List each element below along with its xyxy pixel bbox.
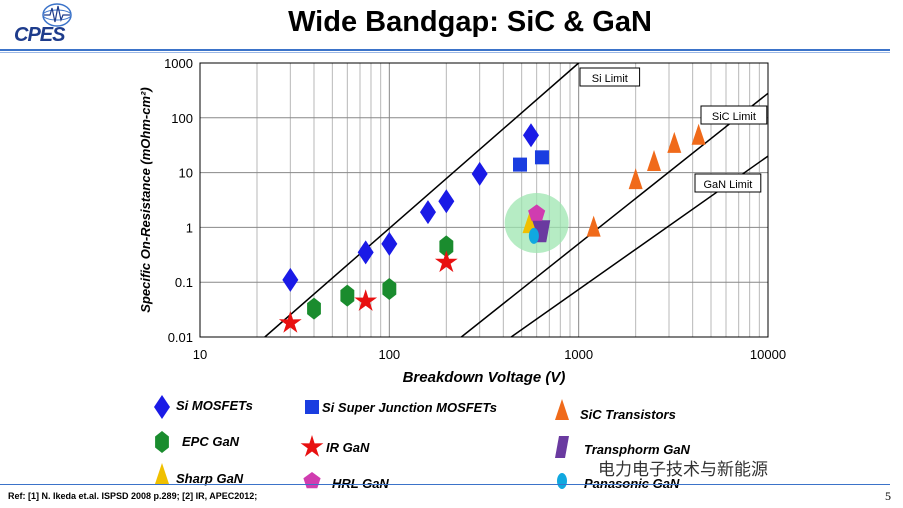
legend-label: Si MOSFETs xyxy=(176,398,253,413)
legend-label: Panasonic GaN xyxy=(584,476,680,491)
legend-label: Si Super Junction MOSFETs xyxy=(322,400,498,415)
series-sic-transistors xyxy=(586,123,706,237)
legend-marker-icon xyxy=(155,463,169,484)
watermark: 电力电子技术与新能源 xyxy=(598,460,768,480)
data-point xyxy=(439,235,454,258)
data-point xyxy=(628,168,643,190)
data-point xyxy=(667,131,682,153)
data-point xyxy=(528,227,539,244)
data-point xyxy=(434,250,458,273)
reference-text: Ref: [1] N. Ikeda et.al. ISPSD 2008 p.28… xyxy=(8,491,258,501)
y-axis-label: Specific On-Resistance (mOhm-cm²) xyxy=(138,87,153,312)
data-point xyxy=(419,200,436,225)
legend-label: Sharp GaN xyxy=(176,471,244,486)
legend-marker-icon xyxy=(555,436,569,458)
data-point xyxy=(534,150,549,165)
footer-rule xyxy=(0,484,890,485)
series-epc-gan xyxy=(307,235,454,320)
legend-marker xyxy=(557,473,567,489)
legend-label: Transphorm GaN xyxy=(584,442,690,457)
legend-marker-icon xyxy=(155,431,169,453)
legend-marker xyxy=(305,400,319,414)
plot-area xyxy=(199,62,769,338)
data-point xyxy=(382,278,397,300)
series-ir-gan xyxy=(278,250,458,333)
y-tick-label: 10 xyxy=(179,166,193,181)
series-sharp-gan xyxy=(522,212,537,234)
series-si-mosfets xyxy=(282,123,539,292)
legend-marker-icon xyxy=(557,473,567,489)
legend-marker xyxy=(300,435,324,457)
limit-label-box xyxy=(700,105,768,125)
legend-marker xyxy=(555,399,569,420)
x-tick-label: 10000 xyxy=(750,347,786,362)
legend-marker xyxy=(155,431,169,453)
data-point xyxy=(647,149,662,171)
data-point xyxy=(513,157,528,172)
y-tick-label: 1 xyxy=(186,220,193,235)
data-point xyxy=(536,220,551,243)
slide-title: Wide Bandgap: SiC & GaN xyxy=(288,6,652,38)
series-hrl-gan xyxy=(528,204,546,221)
cpes-logo-icon xyxy=(42,3,72,27)
y-tick-label: 0.1 xyxy=(175,275,193,290)
x-tick-label: 100 xyxy=(378,347,400,362)
limit-label: Si Limit xyxy=(592,73,628,85)
data-point xyxy=(528,204,546,221)
data-point xyxy=(522,123,539,148)
y-tick-label: 1000 xyxy=(164,56,193,71)
logo-text: CPES xyxy=(14,24,65,46)
legend-marker xyxy=(303,472,321,489)
limit-line-path xyxy=(460,92,769,338)
data-point xyxy=(282,267,299,292)
tick-labels: 10 100 1000 10000 1000 100 10 1 0.1 0.01 xyxy=(164,56,786,362)
limit-line-path xyxy=(264,62,580,338)
legend-marker-icon xyxy=(154,395,170,419)
series-panasonic-gan xyxy=(528,227,539,244)
legend-marker xyxy=(154,395,170,419)
legend-marker-icon xyxy=(305,400,319,414)
x-tick-label: 10 xyxy=(193,347,207,362)
y-tick-label: 100 xyxy=(171,111,193,126)
legend-marker-icon xyxy=(300,435,324,457)
data-point xyxy=(340,284,355,307)
header-rule-thin xyxy=(0,52,890,53)
limit-label: SiC Limit xyxy=(712,111,756,123)
data-points xyxy=(278,123,706,333)
limit-line: SiC Limit xyxy=(460,92,769,338)
data-point xyxy=(357,240,374,265)
page-number: 5 xyxy=(885,489,891,503)
legend-label: HRL GaN xyxy=(332,476,389,491)
grid xyxy=(200,63,768,337)
data-point xyxy=(307,297,321,320)
legend-marker-icon xyxy=(555,399,569,420)
limit-line: Si Limit xyxy=(264,62,641,338)
limit-label: GaN Limit xyxy=(703,179,752,191)
legend-marker xyxy=(155,463,169,484)
limit-lines: Si Limit SiC Limit GaN Limit xyxy=(264,62,769,338)
legend-label: SiC Transistors xyxy=(580,407,676,422)
x-axis-label: Breakdown Voltage (V) xyxy=(403,369,566,386)
legend-marker-icon xyxy=(303,472,321,489)
data-point xyxy=(381,231,398,256)
data-point xyxy=(522,212,537,234)
legend-label: IR GaN xyxy=(326,440,370,455)
limit-label-box xyxy=(579,67,641,87)
legend-label: EPC GaN xyxy=(182,434,240,449)
legend-marker xyxy=(555,436,569,458)
limit-line: GaN Limit xyxy=(510,155,769,338)
data-point xyxy=(354,289,378,311)
data-point xyxy=(471,161,488,186)
data-point xyxy=(586,215,601,237)
data-point xyxy=(278,311,302,333)
data-point xyxy=(438,189,455,214)
x-tick-label: 1000 xyxy=(564,347,593,362)
data-point xyxy=(691,123,706,145)
y-tick-label: 0.01 xyxy=(168,330,193,345)
series-si-super-junction-mosfets xyxy=(513,150,549,172)
header-rule xyxy=(0,49,890,51)
limit-label-box xyxy=(694,173,762,193)
